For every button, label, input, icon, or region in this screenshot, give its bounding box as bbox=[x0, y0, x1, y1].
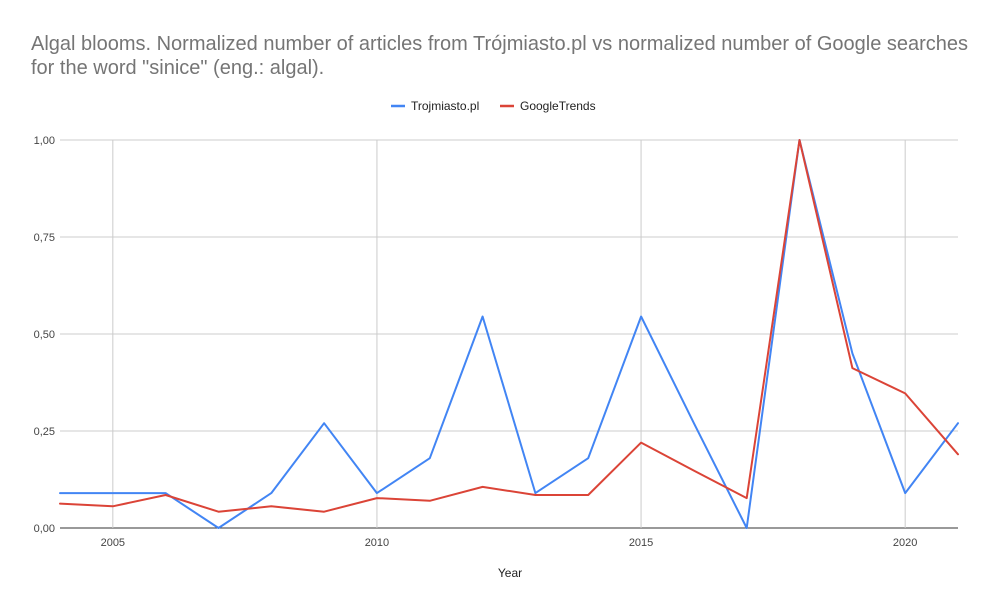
y-axis-ticks: 0,00 0,25 0,50 0,75 1,00 bbox=[34, 135, 55, 535]
legend-label-googletrends: GoogleTrends bbox=[520, 99, 596, 113]
y-tick-label: 1,00 bbox=[34, 135, 55, 147]
y-tick-label: 0,50 bbox=[34, 329, 55, 341]
x-tick-label: 2010 bbox=[365, 537, 389, 549]
x-tick-label: 2020 bbox=[893, 537, 917, 549]
chart-title: Algal blooms. Normalized number of artic… bbox=[31, 33, 969, 79]
y-tick-label: 0,00 bbox=[34, 523, 55, 535]
legend: Trojmiasto.pl GoogleTrends bbox=[391, 99, 596, 113]
x-axis-label: Year bbox=[498, 566, 522, 580]
series-lines bbox=[59, 139, 959, 529]
x-tick-label: 2005 bbox=[101, 537, 125, 549]
y-tick-label: 0,25 bbox=[34, 426, 55, 438]
gridlines bbox=[60, 139, 958, 529]
x-axis-ticks: 2005 2010 2015 2020 bbox=[101, 537, 918, 549]
x-tick-label: 2015 bbox=[629, 537, 653, 549]
y-tick-label: 0,75 bbox=[34, 232, 55, 244]
series-line-googletrends bbox=[59, 139, 959, 513]
legend-label-trojmiasto-pl: Trojmiasto.pl bbox=[411, 99, 479, 113]
